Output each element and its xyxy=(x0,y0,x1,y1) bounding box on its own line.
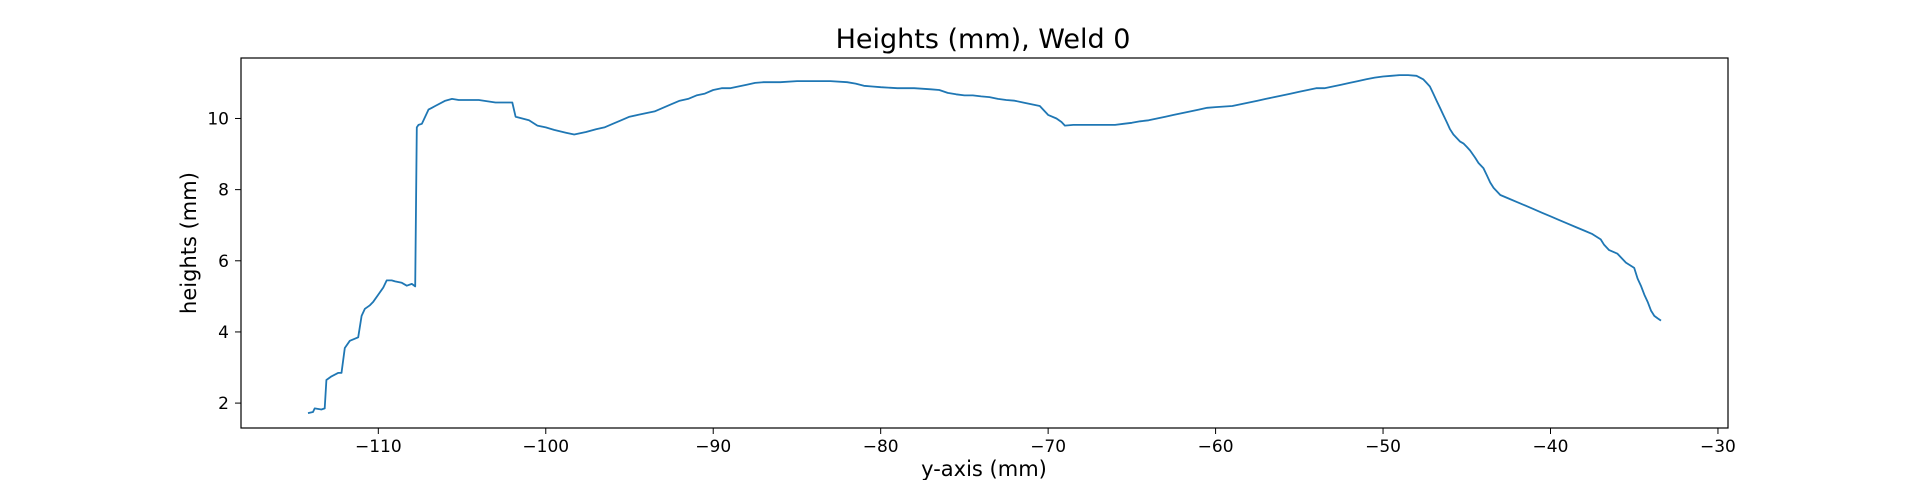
y-tick-label: 10 xyxy=(207,109,229,129)
x-tick-label: −60 xyxy=(1198,437,1234,457)
y-tick-label: 6 xyxy=(218,252,229,272)
x-axis-label: y-axis (mm) xyxy=(921,457,1047,480)
x-tick-label: −40 xyxy=(1533,437,1569,457)
plot-frame xyxy=(240,57,1729,429)
y-tick-label: 2 xyxy=(218,394,229,414)
x-tick-label: −30 xyxy=(1700,437,1736,457)
y-tick-label: 4 xyxy=(218,323,229,343)
x-tick-label: −70 xyxy=(1030,437,1066,457)
y-axis-ticks: 2 4 6 8 10 xyxy=(207,109,241,414)
x-tick-label: −90 xyxy=(695,437,731,457)
x-tick-label: −50 xyxy=(1365,437,1401,457)
x-tick-label: −110 xyxy=(355,437,402,457)
x-tick-label: −100 xyxy=(522,437,569,457)
x-tick-label: −80 xyxy=(863,437,899,457)
x-axis-ticks: −110 −100 −90 −80 −70 −60 −50 −40 −30 xyxy=(355,428,1736,457)
chart-title: Heights (mm), Weld 0 xyxy=(836,24,1131,55)
y-tick-label: 8 xyxy=(218,181,229,201)
series-line xyxy=(307,74,1662,414)
y-axis-label: heights (mm) xyxy=(177,172,201,314)
